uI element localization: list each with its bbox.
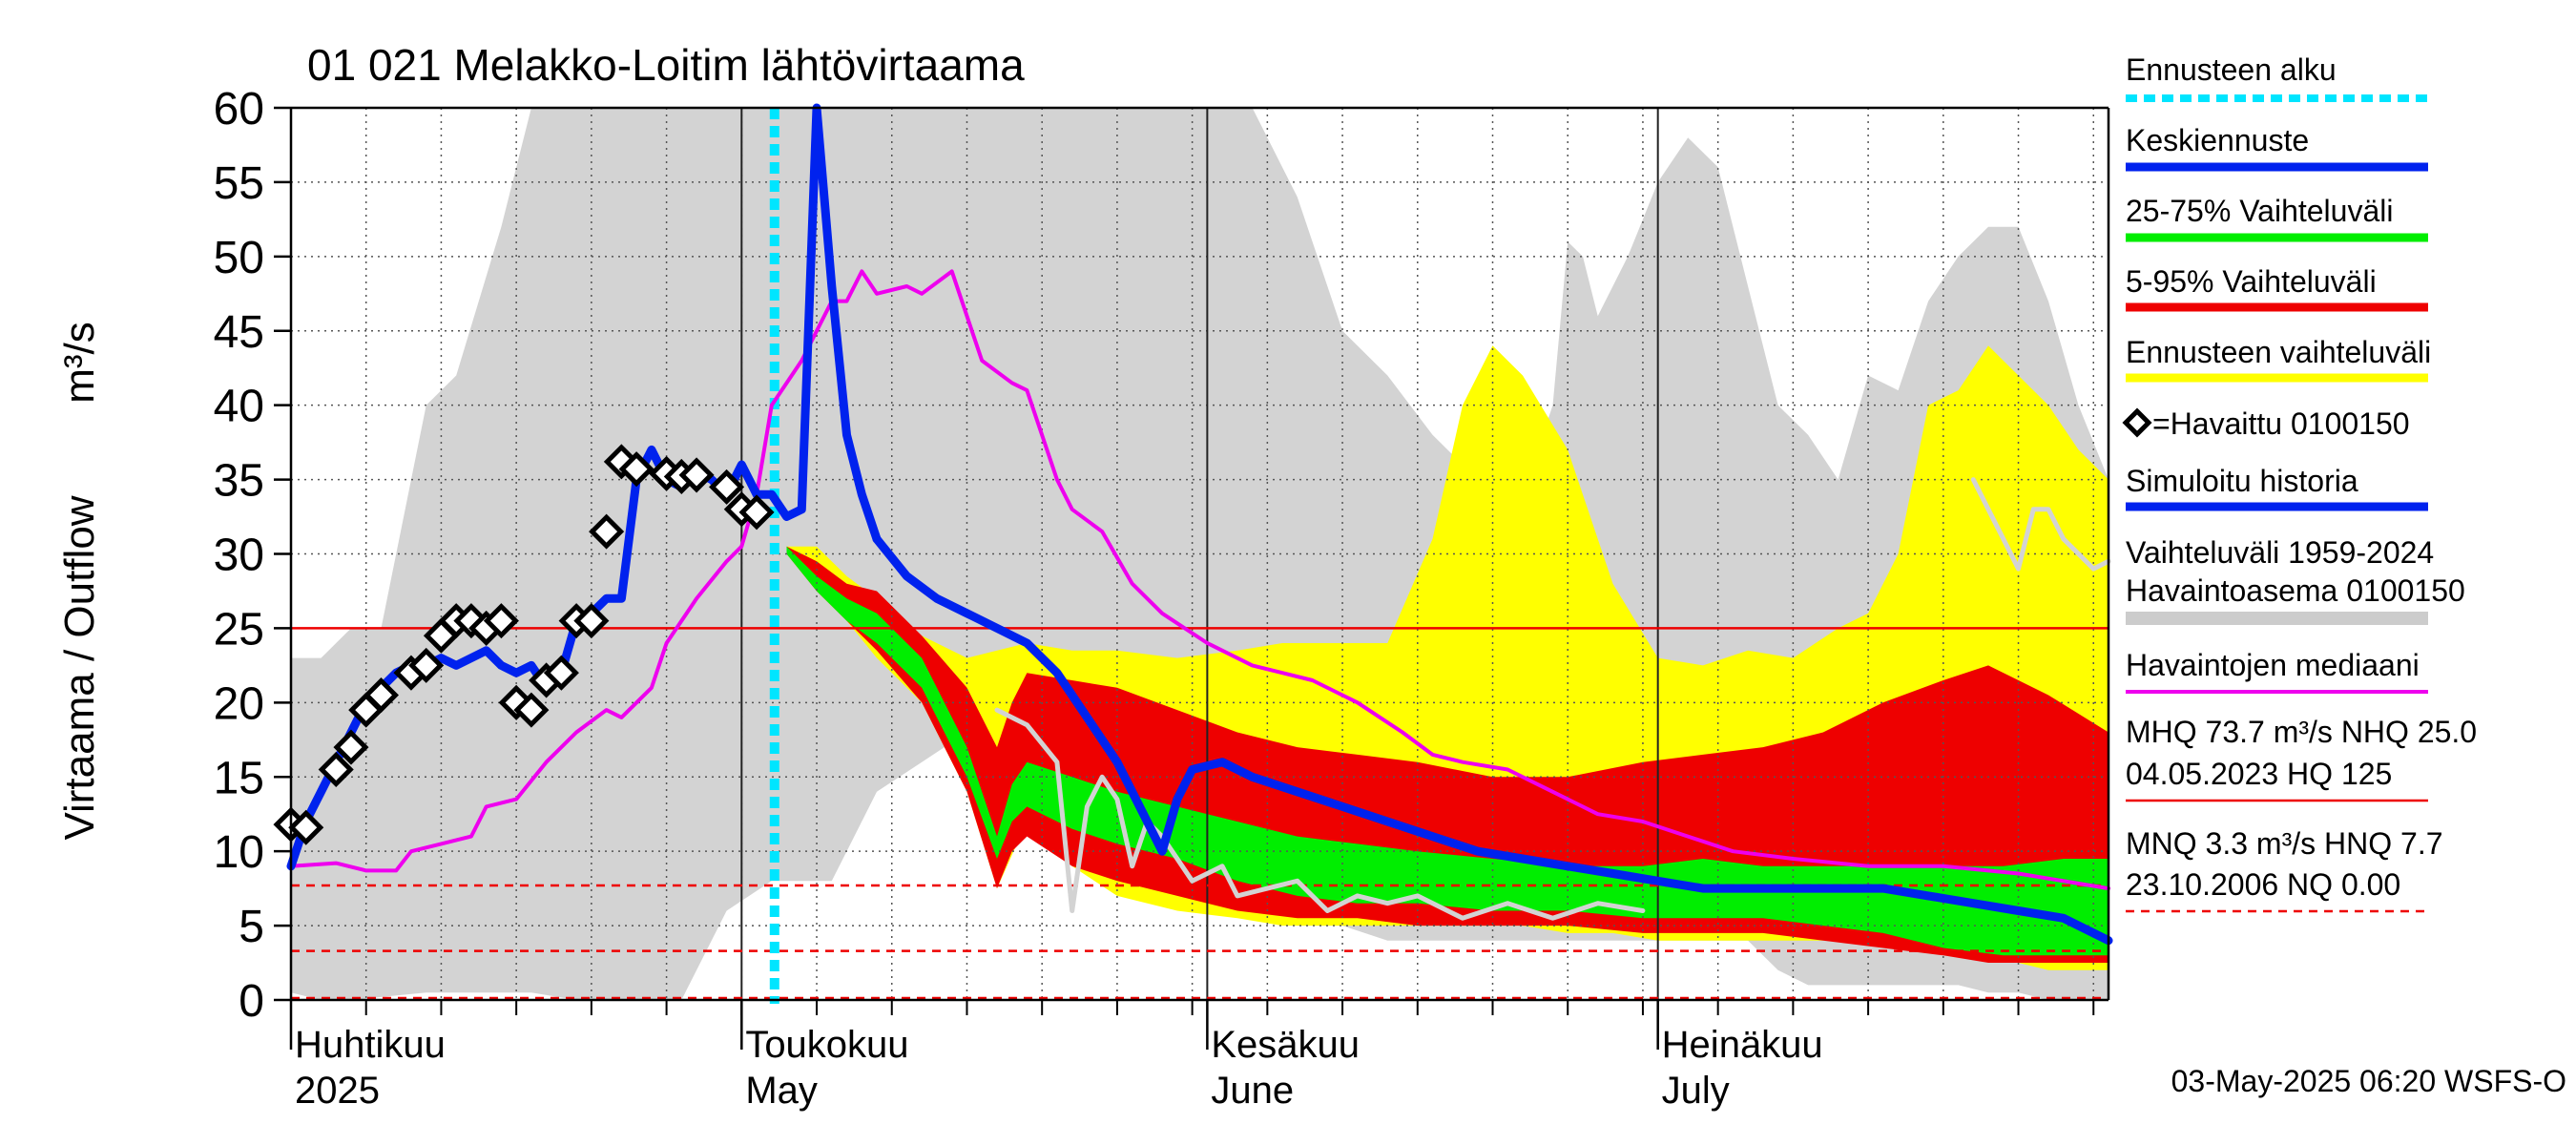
legend-item-simuloitu-historia: Simuloitu historia <box>2126 464 2428 511</box>
y-tick-label: 60 <box>214 84 264 135</box>
band-25-75-vaihteluv-li <box>786 546 2109 956</box>
legend-label: Simuloitu historia <box>2126 464 2358 498</box>
legend-item-ennusteen-vaihteluv-li: Ennusteen vaihteluväli <box>2126 335 2431 383</box>
y-tick-label: 55 <box>214 158 264 209</box>
line-forecast-member-tail <box>1970 477 2111 572</box>
chart-title: 01 021 Melakko-Loitim lähtövirtaama <box>307 40 1025 90</box>
legend-label: Keskiennuste <box>2126 123 2309 157</box>
observed-point <box>363 677 399 714</box>
observed-point <box>513 692 550 728</box>
legend: Ennusteen alku Keskiennuste 25-75% Vaihtel… <box>2122 52 2477 913</box>
legend-item-5-95-vaihteluv-li: 5-95% Vaihteluväli <box>2126 264 2428 312</box>
observed-point <box>738 494 775 531</box>
legend-label: Ennusteen vaihteluväli <box>2126 335 2431 369</box>
axes: 051015202530354045505560Huhtikuu2025Touk… <box>214 84 2110 1112</box>
legend-item-mnq-3-3-m-s-hnq-7-7: MNQ 3.3 m³/s HNQ 7.7 23.10.2006 NQ 0.00 <box>2126 826 2443 913</box>
legend-label: Havaintojen mediaani <box>2126 648 2420 682</box>
observed-point <box>618 451 654 488</box>
y-axis-unit: m³/s <box>56 322 103 404</box>
x-month-label: Kesäkuu <box>1211 1024 1360 1066</box>
legend-label: 25-75% Vaihteluväli <box>2126 194 2393 228</box>
legend-item-keskiennuste: Keskiennuste <box>2126 123 2428 172</box>
legend-label: 5-95% Vaihteluväli <box>2126 264 2377 299</box>
observed-point <box>543 655 579 691</box>
line-havaintojen-mediaani <box>289 269 2110 891</box>
observed-point <box>573 603 610 639</box>
legend-label-secondary: 04.05.2023 HQ 125 <box>2126 757 2392 791</box>
y-tick-label: 25 <box>214 604 264 655</box>
legend-item-25-75-vaihteluv-li: 25-75% Vaihteluväli <box>2126 194 2428 242</box>
x-month-sublabel: July <box>1662 1070 1730 1112</box>
y-tick-label: 0 <box>239 976 264 1027</box>
observed-point <box>288 809 324 845</box>
y-tick-label: 15 <box>214 753 264 803</box>
y-tick-label: 5 <box>239 902 264 952</box>
y-tick-label: 40 <box>214 382 264 432</box>
footer-timestamp: 03-May-2025 06:20 WSFS-O <box>2171 1064 2566 1098</box>
legend-label: MNQ 3.3 m³/s HNQ 7.7 <box>2126 826 2443 861</box>
y-tick-label: 30 <box>214 531 264 581</box>
observed-markers <box>273 444 775 845</box>
legend-item-mhq-73-7-m-s-nhq-25-0: MHQ 73.7 m³/s NHQ 25.0 04.05.2023 HQ 125 <box>2126 715 2477 802</box>
legend-label-secondary: 23.10.2006 NQ 0.00 <box>2126 867 2400 902</box>
x-month-label: Huhtikuu <box>295 1024 446 1066</box>
legend-label: MHQ 73.7 m³/s NHQ 25.0 <box>2126 715 2477 749</box>
y-tick-label: 50 <box>214 233 264 283</box>
y-tick-label: 35 <box>214 456 264 507</box>
observed-point <box>408 647 445 683</box>
observed-point <box>709 468 745 505</box>
y-tick-label: 10 <box>214 827 264 878</box>
y-tick-label: 20 <box>214 678 264 729</box>
series-lines <box>286 103 2113 946</box>
observed-point <box>678 457 715 493</box>
legend-marker <box>2122 407 2152 438</box>
x-month-label: Heinäkuu <box>1662 1024 1823 1066</box>
line-keskiennuste <box>872 534 2113 946</box>
legend-item-havaittu-0100150: =Havaittu 0100150 <box>2122 406 2410 441</box>
legend-label-secondary: Havaintoasema 0100150 <box>2126 573 2465 608</box>
observed-point <box>483 603 519 639</box>
x-month-label: Toukokuu <box>745 1024 908 1066</box>
legend-label: =Havaittu 0100150 <box>2152 406 2410 441</box>
legend-item-havaintojen-mediaani: Havaintojen mediaani <box>2126 648 2428 694</box>
y-tick-label: 45 <box>214 307 264 358</box>
legend-label: Ennusteen alku <box>2126 52 2337 87</box>
x-month-sublabel: June <box>1211 1070 1294 1112</box>
line-forecast-member <box>994 707 1646 921</box>
x-month-sublabel: May <box>745 1070 818 1112</box>
legend-item-ennusteen-alku: Ennusteen alku <box>2126 52 2428 102</box>
observed-point <box>333 729 369 765</box>
y-axis-label: Virtaama / Outflow <box>56 495 103 840</box>
observed-point <box>318 751 354 787</box>
legend-item-vaihteluv-li-1959-2024: Vaihteluväli 1959-2024 Havaintoasema 010… <box>2126 535 2465 625</box>
legend-label: Vaihteluväli 1959-2024 <box>2126 535 2434 570</box>
x-month-sublabel: 2025 <box>295 1070 380 1112</box>
observed-point <box>589 513 625 550</box>
